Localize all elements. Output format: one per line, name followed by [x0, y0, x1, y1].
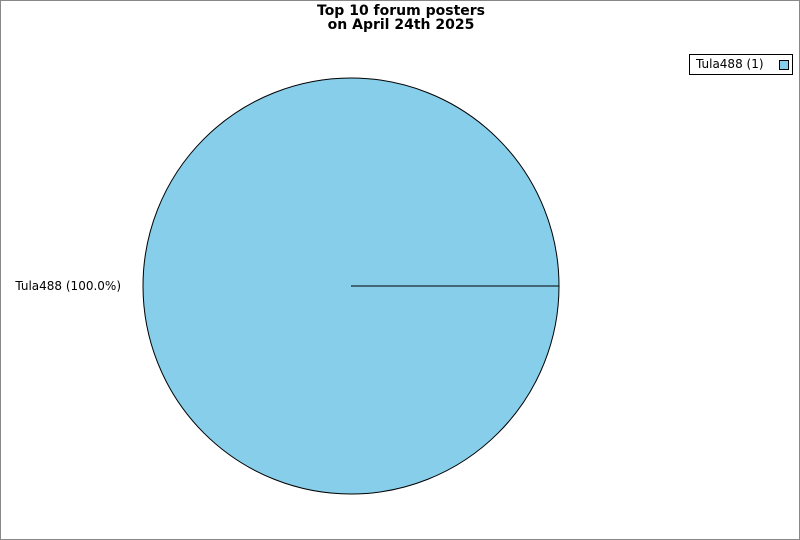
- subtitle-line: on April 24th 2025: [327, 17, 475, 33]
- legend: Tula488 (1): [689, 54, 793, 75]
- title-line: Top 10 forum posters: [317, 3, 485, 19]
- legend-label: Tula488 (1): [696, 57, 764, 71]
- slice-label: Tula488 (100.0%): [14, 279, 121, 293]
- chart-title: Top 10 forum posters on April 24th 2025: [1, 3, 799, 33]
- legend-swatch: [779, 60, 789, 70]
